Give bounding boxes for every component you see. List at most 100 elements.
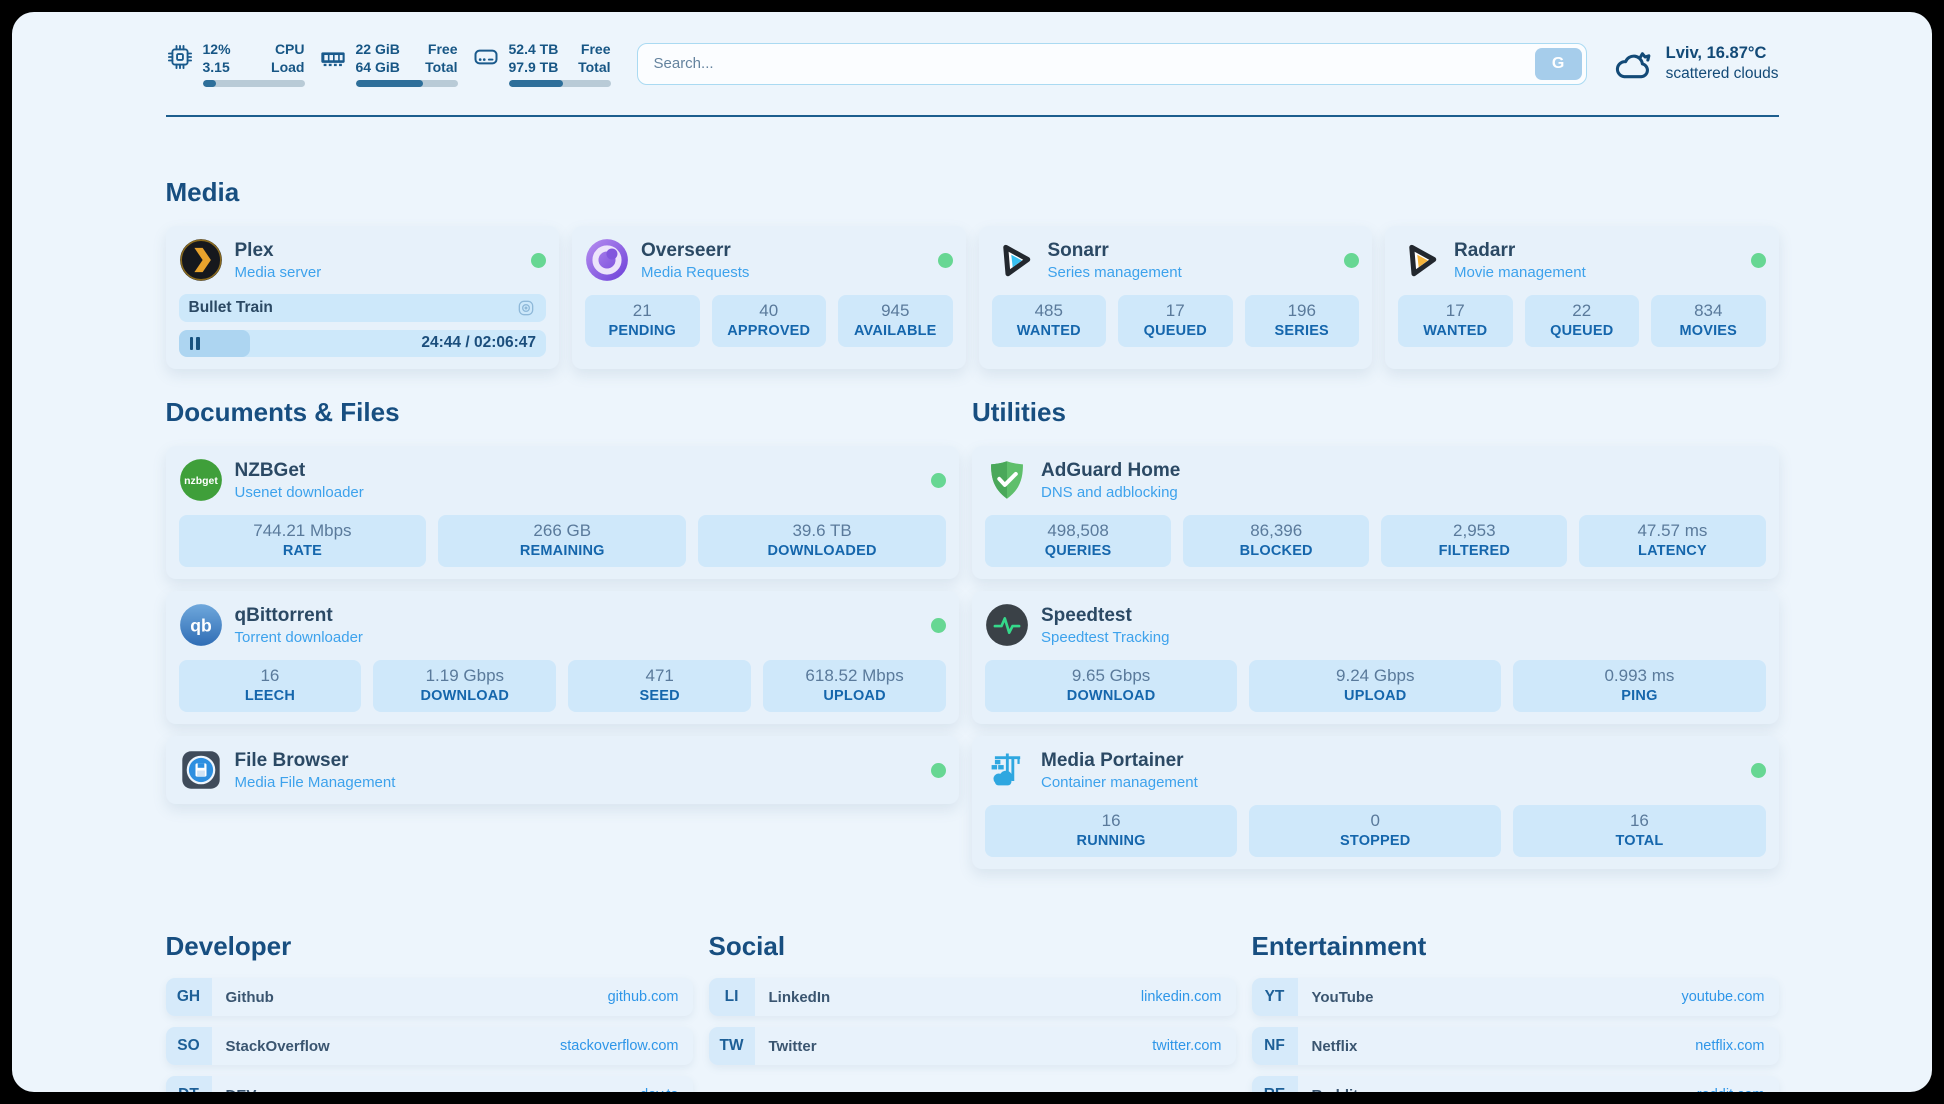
stat-tile: 1.19 Gbps DOWNLOAD (373, 660, 557, 713)
ram-free-label: Free (427, 41, 458, 57)
dashboard-page: 12% 3.15 CPU Load (12, 12, 1932, 1092)
bookmark-name: DEV (226, 1087, 257, 1092)
playback-time: 24:44 / 02:06:47 (421, 334, 536, 352)
service-card-overseerr[interactable]: Overseerr Media Requests 21 PENDING 40 A… (572, 226, 966, 370)
bookmark-stackoverflow[interactable]: SO StackOverflow stackoverflow.com (165, 1027, 693, 1066)
stat-label: DOWNLOADED (767, 543, 877, 560)
disk-progress-bar (508, 80, 611, 88)
top-bar: 12% 3.15 CPU Load (166, 12, 1779, 88)
service-name: NZBGet (234, 459, 306, 481)
stat-label: RATE (282, 543, 323, 560)
nzbget-icon: nzbget (179, 458, 223, 502)
service-name: Sonarr (1047, 239, 1109, 261)
weather-widget: Lviv, 16.87°C scattered clouds (1613, 44, 1779, 83)
bookmark-badge: YT (1251, 978, 1298, 1017)
service-name: Media Portainer (1041, 749, 1184, 771)
status-dot (1344, 252, 1359, 268)
weather-condition: scattered clouds (1665, 65, 1779, 83)
portainer-icon (985, 748, 1029, 792)
section-title-entertainment: Entertainment (1251, 931, 1427, 962)
section-title-media: Media (165, 177, 240, 208)
service-description: Speedtest Tracking (1041, 628, 1170, 646)
cpu-load-value: 3.15 (202, 59, 230, 76)
service-card-nzbget[interactable]: nzbget NZBGet Usenet downloader 744.21 M… (165, 446, 959, 580)
bookmark-dev[interactable]: DT DEV dev.to (165, 1076, 693, 1092)
bookmark-youtube[interactable]: YT YouTube youtube.com (1251, 978, 1779, 1017)
stat-tile: 22 QUEUED (1524, 295, 1639, 348)
service-card-radarr[interactable]: Radarr Movie management 17 WANTED 22 QUE… (1385, 226, 1779, 370)
ram-total-label: Total (425, 59, 458, 76)
stat-label: SERIES (1274, 323, 1329, 340)
stat-label: DOWNLOAD (1066, 688, 1156, 705)
cpu-progress-bar (202, 80, 305, 88)
disk-progress-fill (508, 80, 563, 88)
stat-tile: 471 SEED (568, 660, 752, 713)
stat-tile: 47.57 ms LATENCY (1579, 515, 1766, 568)
bookmark-twitter[interactable]: TW Twitter twitter.com (708, 1027, 1236, 1066)
stat-value: 485 (1034, 301, 1063, 321)
cpu-usage-value: 12% (202, 41, 231, 57)
bookmark-reddit[interactable]: RE Reddit reddit.com (1251, 1076, 1779, 1092)
bookmark-badge: TW (708, 1027, 755, 1066)
header-divider (165, 115, 1779, 118)
search-input[interactable] (636, 42, 1587, 85)
service-card-adguard[interactable]: AdGuard Home DNS and adblocking 498,508 … (972, 446, 1779, 580)
cpu-load-label: Load (271, 59, 305, 76)
bookmark-name: Twitter (768, 1037, 817, 1055)
stat-value: 9.65 Gbps (1071, 666, 1151, 686)
stat-tile: 21 PENDING (585, 295, 700, 348)
svg-text:qb: qb (190, 616, 212, 636)
stat-value: 0 (1370, 811, 1380, 831)
bookmark-group-developer: Developer GH Github github.com SO StackO… (165, 931, 693, 1092)
svg-text:nzbget: nzbget (184, 476, 218, 487)
service-name: Overseerr (641, 239, 731, 261)
stat-value: 16 (260, 666, 280, 686)
bookmark-github[interactable]: GH Github github.com (165, 978, 693, 1017)
service-card-plex[interactable]: Plex Media server Bullet Train (165, 226, 559, 370)
bookmark-name: Reddit (1312, 1087, 1359, 1092)
bookmark-url: github.com (607, 989, 679, 1006)
bookmark-name: StackOverflow (225, 1037, 330, 1055)
bookmark-badge: SO (165, 1027, 212, 1066)
service-card-speedtest[interactable]: Speedtest Speedtest Tracking 9.65 Gbps D… (972, 591, 1779, 725)
memory-stat: 22 GiB 64 GiB Free Total (319, 40, 458, 88)
now-playing-row: Bullet Train (178, 294, 546, 323)
stat-tile: 86,396 BLOCKED (1183, 515, 1370, 568)
search-engine-button[interactable]: G (1534, 47, 1582, 80)
stat-value: 22 (1572, 301, 1592, 321)
service-description: Media server (234, 263, 322, 281)
stat-label: DOWNLOAD (420, 688, 510, 705)
cpu-label: CPU (274, 41, 305, 57)
bookmark-url: netflix.com (1695, 1038, 1765, 1055)
bookmark-badge: GH (165, 978, 212, 1017)
bookmark-netflix[interactable]: NF Netflix netflix.com (1251, 1027, 1779, 1066)
stat-value: 17 (1445, 301, 1465, 321)
service-description: Movie management (1454, 263, 1586, 281)
service-card-filebrowser[interactable]: File Browser Media File Management (165, 736, 959, 805)
bookmark-name: Github (225, 988, 274, 1006)
bookmark-url: dev.to (640, 1087, 678, 1092)
stat-tile: 945 AVAILABLE (838, 295, 953, 348)
stat-value: 17 (1165, 301, 1185, 321)
stat-label: LATENCY (1638, 543, 1707, 560)
stat-label: WANTED (1423, 323, 1488, 340)
stat-tile: 16 TOTAL (1513, 805, 1766, 858)
cloud-icon (1613, 46, 1655, 82)
stat-tile: 834 MOVIES (1651, 295, 1766, 348)
service-name: Radarr (1454, 239, 1516, 261)
service-card-qbittorrent[interactable]: qb qBittorrent Torrent downloader 16 LEE… (165, 591, 959, 725)
media-session-icon[interactable] (516, 298, 536, 318)
service-name: Speedtest (1041, 604, 1132, 626)
stat-value: 0.993 ms (1604, 666, 1675, 686)
stat-tile: 498,508 QUERIES (985, 515, 1172, 568)
stat-label: UPLOAD (1344, 688, 1407, 705)
service-card-sonarr[interactable]: Sonarr Series management 485 WANTED 17 Q… (978, 226, 1372, 370)
ram-progress-bar (355, 80, 458, 88)
service-card-portainer[interactable]: Media Portainer Container management 16 … (972, 736, 1779, 870)
stat-value: 16 (1629, 811, 1649, 831)
bookmark-linkedin[interactable]: LI LinkedIn linkedin.com (708, 978, 1236, 1017)
stat-tile: 9.24 Gbps UPLOAD (1249, 660, 1502, 713)
radarr-icon (1398, 238, 1442, 282)
filebrowser-icon (179, 748, 223, 792)
service-description: Usenet downloader (234, 483, 364, 501)
